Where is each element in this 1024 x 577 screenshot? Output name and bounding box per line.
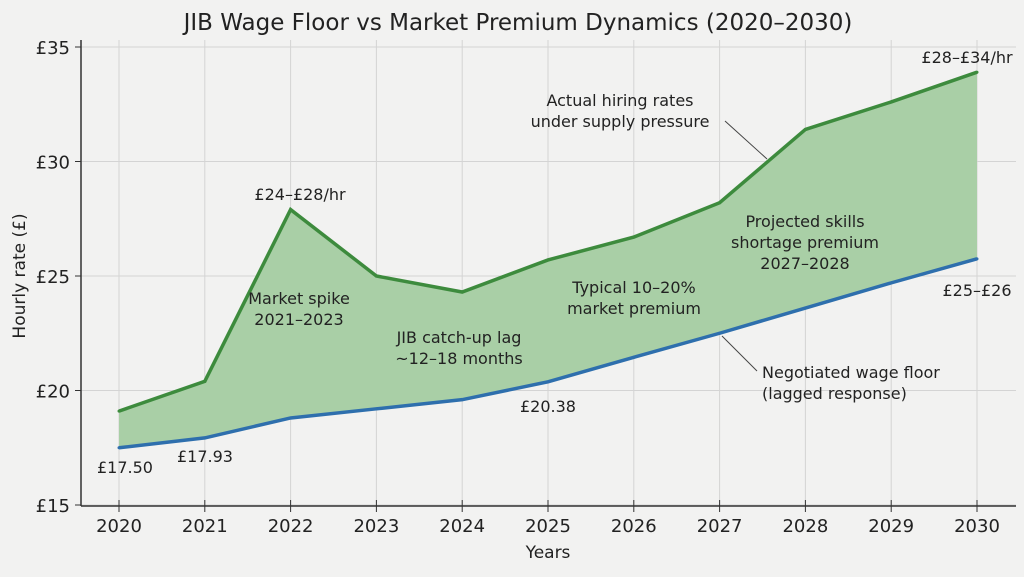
market-point-2023 — [374, 274, 378, 278]
market-point-2030 — [975, 70, 979, 74]
x-tick-label: 2029 — [868, 516, 914, 537]
floor-point-2029 — [889, 281, 893, 285]
floor-point-2030 — [975, 257, 979, 261]
floor-point-2021 — [203, 436, 207, 440]
market-point-2027 — [718, 201, 722, 205]
market-point-2025 — [546, 258, 550, 262]
floor-point-2026 — [632, 355, 636, 359]
annotation-catch-up-lag: JIB catch-up lag ~12–18 months — [395, 328, 522, 368]
market-point-2026 — [632, 235, 636, 239]
annotation-market-spike: Market spike 2021–2023 — [248, 289, 350, 329]
market-point-2021 — [203, 379, 207, 383]
x-tick-label: 2026 — [611, 516, 657, 537]
x-tick-label: 2030 — [954, 516, 1000, 537]
floor-point-2027 — [718, 331, 722, 335]
floor-point-2022 — [289, 416, 293, 420]
chart-title: JIB Wage Floor vs Market Premium Dynamic… — [182, 10, 853, 36]
x-tick-label: 2028 — [782, 516, 828, 537]
floor-point-2028 — [803, 306, 807, 310]
annotation-skills-shortage: Projected skills shortage premium 2027–202… — [731, 212, 879, 273]
market-point-2028 — [803, 127, 807, 131]
label-2022: £24–£28/hr — [254, 185, 346, 204]
label-2020: £17.50 — [97, 458, 153, 477]
x-tick-label: 2021 — [182, 516, 228, 537]
market-point-2020 — [117, 409, 121, 413]
x-tick-label: 2027 — [697, 516, 743, 537]
y-tick-label: £35 — [36, 38, 70, 59]
y-tick-label: £30 — [36, 153, 70, 174]
y-tick-label: £25 — [36, 267, 70, 288]
market-point-2022 — [289, 208, 293, 212]
y-tick-label: £15 — [36, 496, 70, 517]
x-tick-label: 2020 — [96, 516, 142, 537]
label-2021: £17.93 — [177, 447, 233, 466]
floor-point-2025 — [546, 380, 550, 384]
label-2030-bottom: £25–£26 — [942, 281, 1011, 300]
annotation-wage-floor: Negotiated wage floor (lagged response) — [762, 363, 940, 403]
floor-point-2020 — [117, 446, 121, 450]
market-point-2024 — [460, 290, 464, 294]
floor-leader-line — [721, 335, 758, 372]
hiring-leader-line — [724, 120, 768, 160]
y-axis-label: Hourly rate (£) — [10, 213, 30, 338]
annotation-market-premium: Typical 10–20% market premium — [567, 278, 701, 318]
annotation-hiring-rates: Actual hiring rates under supply pressure — [531, 91, 710, 131]
x-tick-label: 2025 — [525, 516, 571, 537]
y-tick-label: £20 — [36, 382, 70, 403]
label-2025: £20.38 — [520, 397, 576, 416]
floor-point-2023 — [374, 407, 378, 411]
x-tick-label: 2022 — [268, 516, 314, 537]
x-tick-label: 2023 — [353, 516, 399, 537]
x-tick-label: 2024 — [439, 516, 485, 537]
label-2030-top: £28–£34/hr — [921, 48, 1013, 67]
floor-point-2024 — [460, 398, 464, 402]
x-axis-label: Years — [525, 543, 571, 563]
market-point-2029 — [889, 100, 893, 104]
